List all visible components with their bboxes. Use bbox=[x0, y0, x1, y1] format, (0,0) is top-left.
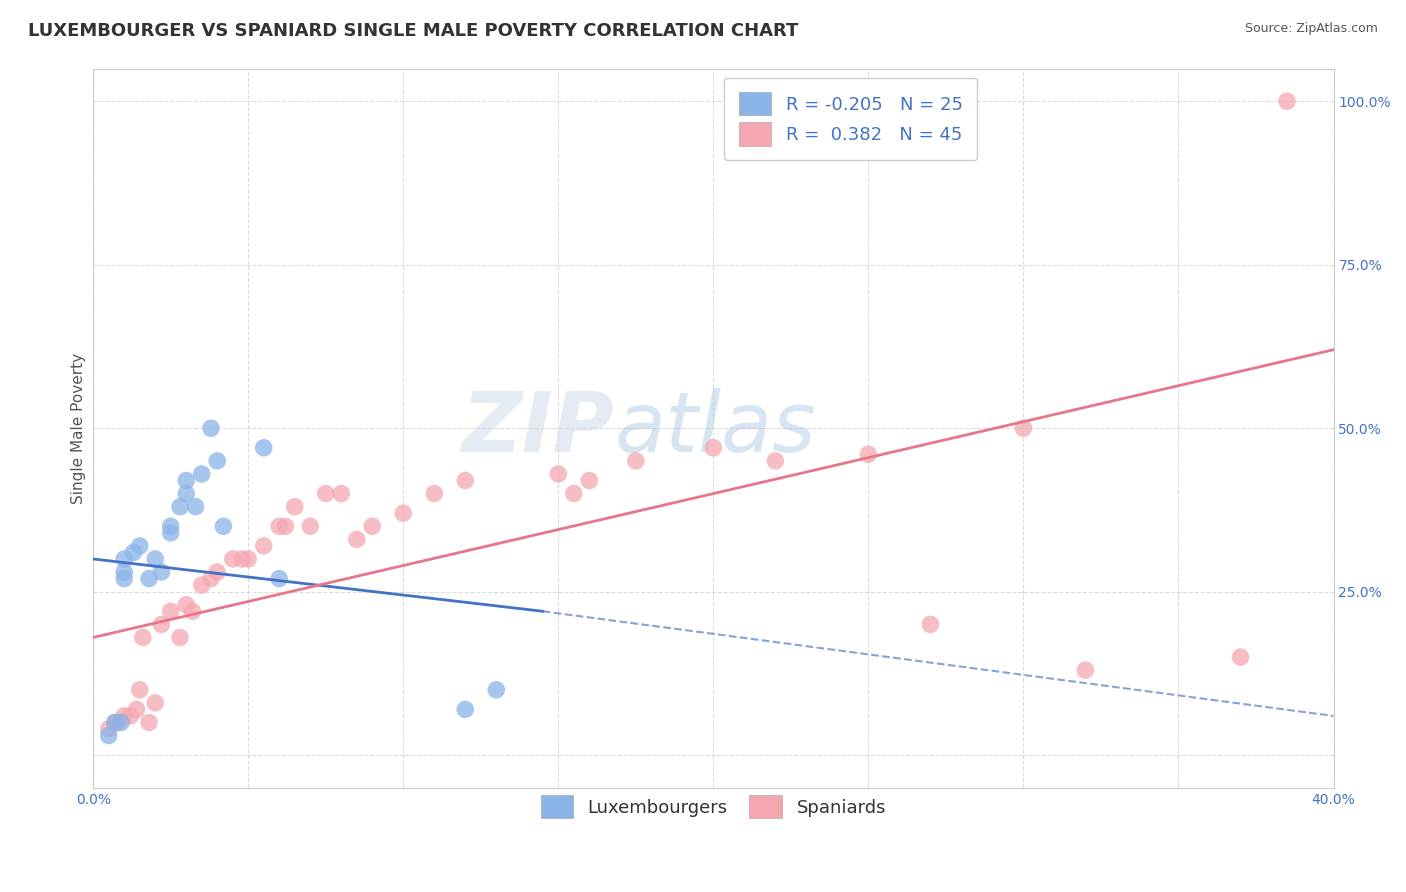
Y-axis label: Single Male Poverty: Single Male Poverty bbox=[72, 352, 86, 504]
Point bbox=[132, 631, 155, 645]
Point bbox=[112, 552, 135, 566]
Point bbox=[238, 552, 260, 566]
Point bbox=[858, 447, 880, 461]
Point bbox=[1275, 94, 1298, 108]
Point bbox=[920, 617, 942, 632]
Point bbox=[97, 722, 120, 736]
Point bbox=[174, 486, 197, 500]
Point bbox=[128, 539, 150, 553]
Point bbox=[200, 421, 222, 435]
Point bbox=[315, 486, 337, 500]
Point bbox=[284, 500, 307, 514]
Point bbox=[578, 474, 600, 488]
Point bbox=[454, 702, 477, 716]
Point bbox=[269, 572, 291, 586]
Point bbox=[128, 682, 150, 697]
Point bbox=[200, 572, 222, 586]
Point bbox=[190, 467, 212, 481]
Point bbox=[169, 500, 191, 514]
Point bbox=[190, 578, 212, 592]
Point bbox=[222, 552, 245, 566]
Point bbox=[150, 617, 173, 632]
Point bbox=[231, 552, 253, 566]
Point bbox=[330, 486, 353, 500]
Text: LUXEMBOURGER VS SPANIARD SINGLE MALE POVERTY CORRELATION CHART: LUXEMBOURGER VS SPANIARD SINGLE MALE POV… bbox=[28, 22, 799, 40]
Text: Source: ZipAtlas.com: Source: ZipAtlas.com bbox=[1244, 22, 1378, 36]
Point bbox=[138, 572, 160, 586]
Point bbox=[120, 709, 142, 723]
Point bbox=[181, 604, 204, 618]
Point bbox=[159, 519, 181, 533]
Point bbox=[1074, 663, 1097, 677]
Point bbox=[107, 715, 129, 730]
Point bbox=[212, 519, 235, 533]
Point bbox=[112, 572, 135, 586]
Point bbox=[143, 696, 166, 710]
Point bbox=[104, 715, 127, 730]
Legend: Luxembourgers, Spaniards: Luxembourgers, Spaniards bbox=[533, 788, 893, 826]
Point bbox=[253, 539, 276, 553]
Point bbox=[253, 441, 276, 455]
Point bbox=[122, 545, 145, 559]
Point bbox=[184, 500, 207, 514]
Point bbox=[299, 519, 322, 533]
Point bbox=[1012, 421, 1035, 435]
Point bbox=[269, 519, 291, 533]
Point bbox=[159, 525, 181, 540]
Point bbox=[205, 454, 228, 468]
Point bbox=[97, 729, 120, 743]
Point bbox=[112, 709, 135, 723]
Point bbox=[125, 702, 148, 716]
Point bbox=[274, 519, 297, 533]
Point bbox=[392, 506, 415, 520]
Point bbox=[624, 454, 647, 468]
Point bbox=[104, 715, 127, 730]
Point bbox=[361, 519, 384, 533]
Point bbox=[702, 441, 724, 455]
Point bbox=[1229, 650, 1251, 665]
Point bbox=[423, 486, 446, 500]
Point bbox=[143, 552, 166, 566]
Point bbox=[763, 454, 786, 468]
Point bbox=[110, 715, 132, 730]
Point bbox=[454, 474, 477, 488]
Point bbox=[138, 715, 160, 730]
Point bbox=[346, 533, 368, 547]
Point bbox=[485, 682, 508, 697]
Text: atlas: atlas bbox=[614, 388, 815, 468]
Text: ZIP: ZIP bbox=[461, 388, 614, 468]
Point bbox=[174, 474, 197, 488]
Point bbox=[205, 565, 228, 579]
Point bbox=[562, 486, 585, 500]
Point bbox=[169, 631, 191, 645]
Point bbox=[150, 565, 173, 579]
Point bbox=[112, 565, 135, 579]
Point bbox=[547, 467, 569, 481]
Point bbox=[159, 604, 181, 618]
Point bbox=[174, 598, 197, 612]
